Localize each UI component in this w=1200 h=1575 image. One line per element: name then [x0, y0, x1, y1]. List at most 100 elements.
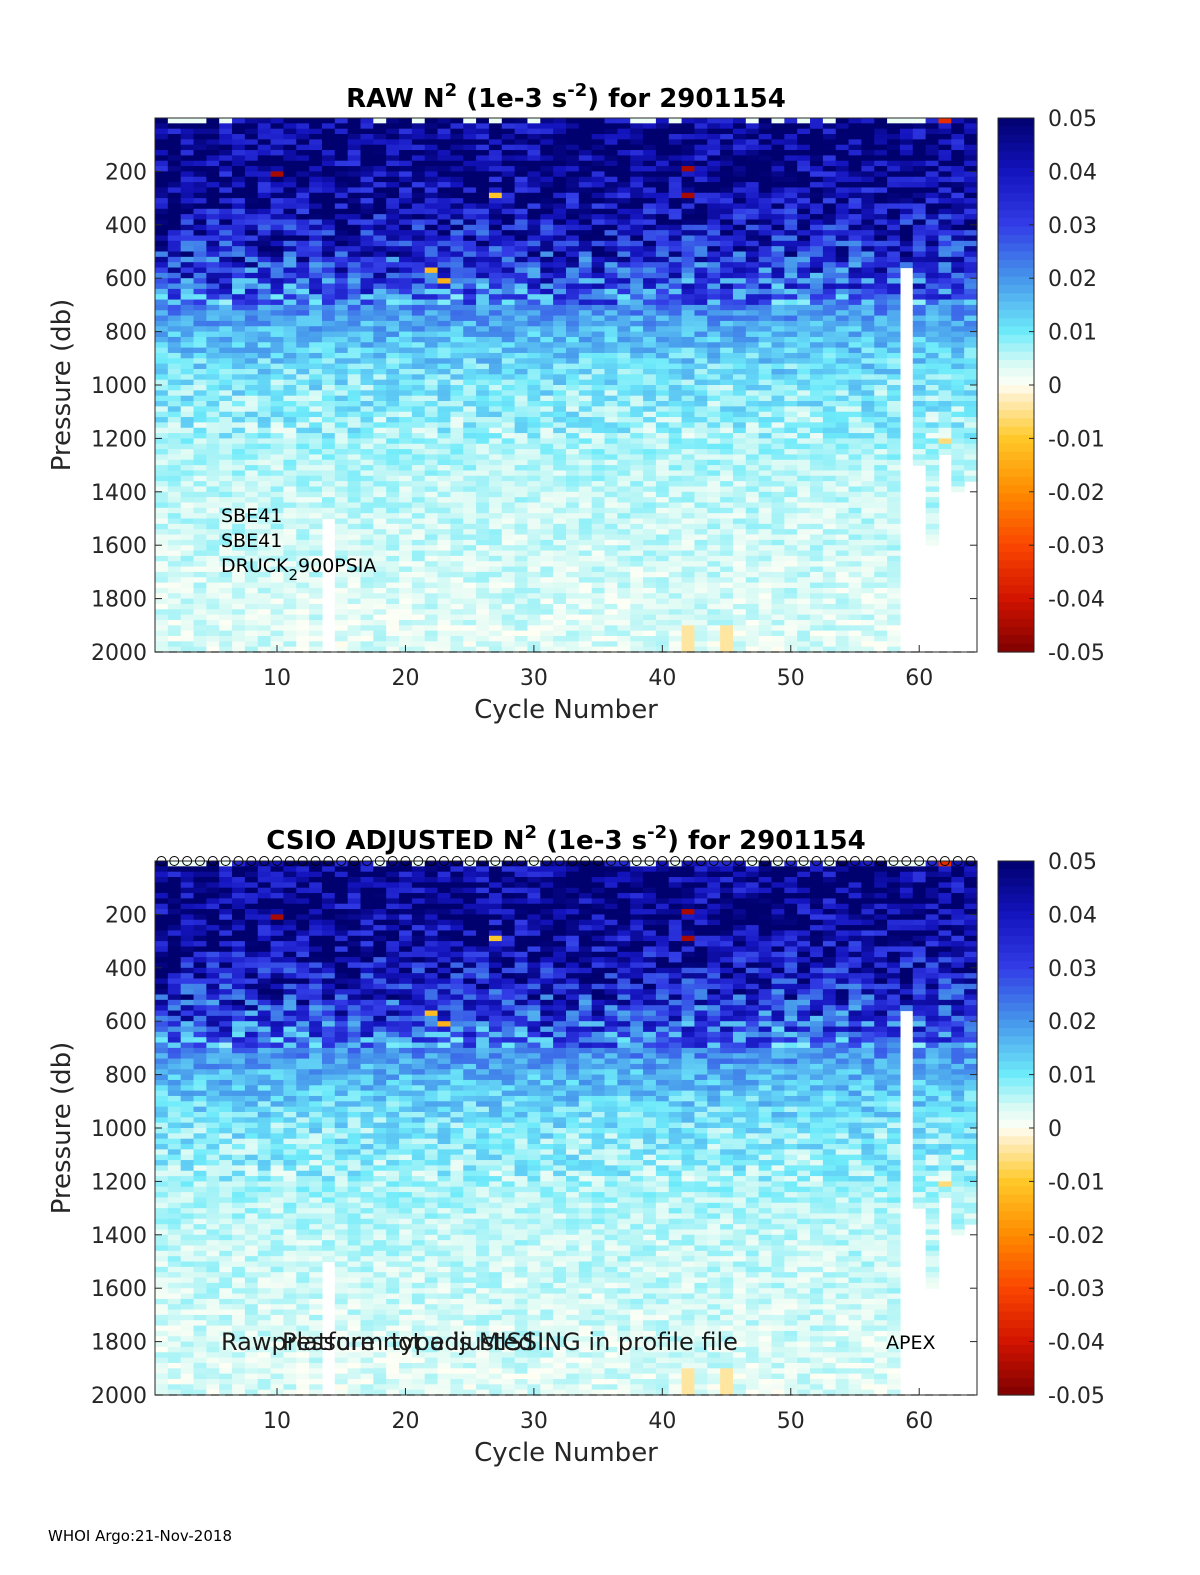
heatmap-cell: [424, 534, 439, 541]
heatmap-cell: [399, 251, 413, 258]
heatmap-cell: [296, 123, 310, 130]
heatmap-cell: [668, 577, 683, 584]
heatmap-cell: [347, 539, 362, 546]
heatmap-cell: [206, 630, 220, 637]
heatmap-cell: [463, 379, 477, 386]
heatmap-cell: [617, 422, 631, 429]
heatmap-cell: [553, 518, 567, 525]
heatmap-cell: [553, 534, 567, 541]
heatmap-cell: [732, 534, 747, 541]
heatmap-cell: [321, 368, 336, 375]
heatmap-cell: [463, 443, 477, 450]
heatmap-cell: [321, 139, 336, 146]
heatmap-cell: [488, 422, 503, 429]
heatmap-cell: [424, 144, 439, 151]
heatmap-cell: [257, 497, 272, 504]
heatmap-cell: [476, 523, 490, 530]
heatmap-cell: [450, 379, 464, 386]
heatmap-cell: [386, 603, 400, 610]
heatmap-cell: [309, 475, 323, 482]
heatmap-cell: [386, 230, 400, 237]
heatmap-cell: [668, 571, 683, 578]
heatmap-cell: [206, 566, 220, 573]
heatmap-cell: [411, 566, 426, 573]
heatmap-cell: [270, 614, 285, 621]
heatmap-cell: [707, 347, 721, 354]
heatmap-cell: [411, 288, 426, 295]
heatmap-cell: [334, 459, 349, 466]
heatmap-cell: [270, 315, 285, 322]
heatmap-cell: [758, 235, 773, 242]
heatmap-cell: [630, 379, 644, 386]
heatmap-cell: [797, 123, 811, 130]
heatmap-cell: [373, 603, 387, 610]
heatmap-cell: [334, 278, 349, 285]
heatmap-cell: [694, 123, 708, 130]
heatmap-cell: [167, 374, 182, 381]
heatmap-cell: [321, 230, 336, 237]
heatmap-cell: [758, 320, 773, 327]
heatmap-cell: [270, 304, 285, 311]
heatmap-cell: [591, 331, 606, 338]
heatmap-cell: [399, 459, 413, 466]
heatmap-cell: [732, 646, 747, 653]
heatmap-cell: [424, 635, 439, 642]
heatmap-cell: [668, 475, 683, 482]
heatmap-cell: [617, 635, 631, 642]
heatmap-cell: [758, 427, 773, 434]
heatmap-cell: [296, 352, 310, 359]
heatmap-cell: [591, 283, 606, 290]
heatmap-cell: [334, 368, 349, 375]
heatmap-cell: [373, 619, 387, 626]
heatmap-cell: [347, 417, 362, 423]
heatmap-cell: [720, 433, 734, 439]
heatmap-cell: [347, 278, 362, 285]
heatmap-cell: [424, 577, 439, 584]
heatmap-cell: [501, 299, 516, 306]
heatmap-cell: [591, 518, 606, 525]
heatmap-cell: [681, 619, 696, 626]
heatmap-cell: [347, 272, 362, 279]
heatmap-cell: [309, 411, 323, 418]
heatmap-cell: [334, 310, 349, 317]
heatmap-cell: [771, 331, 785, 338]
heatmap-cell: [180, 256, 195, 263]
heatmap-cell: [257, 646, 272, 653]
heatmap-cell: [296, 182, 310, 189]
heatmap-cell: [784, 475, 798, 482]
heatmap-cell: [758, 331, 773, 338]
heatmap-cell: [707, 256, 721, 263]
heatmap-cell: [732, 144, 747, 151]
heatmap-cell: [540, 427, 554, 434]
heatmap-cell: [476, 342, 490, 349]
heatmap-cell: [514, 272, 529, 279]
heatmap-cell: [219, 593, 233, 600]
heatmap-cell: [643, 513, 657, 520]
heatmap-cell: [334, 139, 349, 146]
heatmap-cell: [514, 315, 529, 322]
heatmap-cell: [784, 459, 798, 466]
heatmap-cell: [309, 587, 323, 594]
heatmap-cell: [334, 118, 349, 124]
heatmap-cell: [155, 641, 169, 648]
heatmap-cell: [771, 641, 785, 648]
heatmap-cell: [463, 635, 477, 642]
heatmap-cell: [309, 486, 323, 493]
heatmap-cell: [155, 417, 169, 423]
heatmap-cell: [309, 539, 323, 546]
heatmap-cell: [334, 582, 349, 589]
heatmap-cell: [501, 395, 516, 402]
heatmap-cell: [784, 411, 798, 418]
heatmap-cell: [386, 433, 400, 439]
heatmap-cell: [476, 497, 490, 504]
heatmap-cell: [437, 192, 451, 199]
heatmap-cell: [206, 571, 220, 578]
heatmap-cell: [694, 379, 708, 386]
heatmap-cell: [180, 438, 195, 445]
heatmap-cell: [745, 310, 760, 317]
heatmap-cell: [219, 614, 233, 621]
heatmap-cell: [232, 182, 246, 189]
heatmap-cell: [244, 433, 259, 439]
heatmap-cell: [566, 150, 580, 156]
heatmap-cell: [553, 118, 567, 124]
